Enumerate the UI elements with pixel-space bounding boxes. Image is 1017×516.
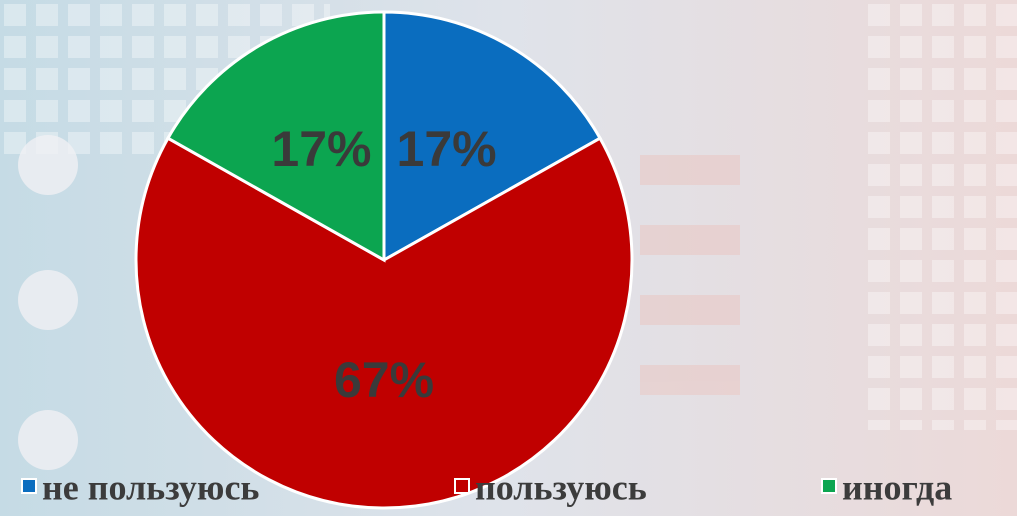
data-label: 67% <box>334 352 434 408</box>
background-dots <box>18 135 78 470</box>
chart: 17% 67% 17% не пользуюсь пользуюсь иногда <box>0 0 1017 516</box>
legend-label: не пользуюсь <box>42 467 259 507</box>
legend-marker <box>822 479 836 493</box>
data-label: 17% <box>271 121 371 177</box>
legend-label: пользуюсь <box>475 467 647 507</box>
background-pattern <box>860 0 1017 430</box>
legend-marker <box>22 479 36 493</box>
data-label: 17% <box>397 121 497 177</box>
legend-label: иногда <box>842 467 952 507</box>
pie <box>136 12 632 508</box>
legend-marker <box>455 479 469 493</box>
